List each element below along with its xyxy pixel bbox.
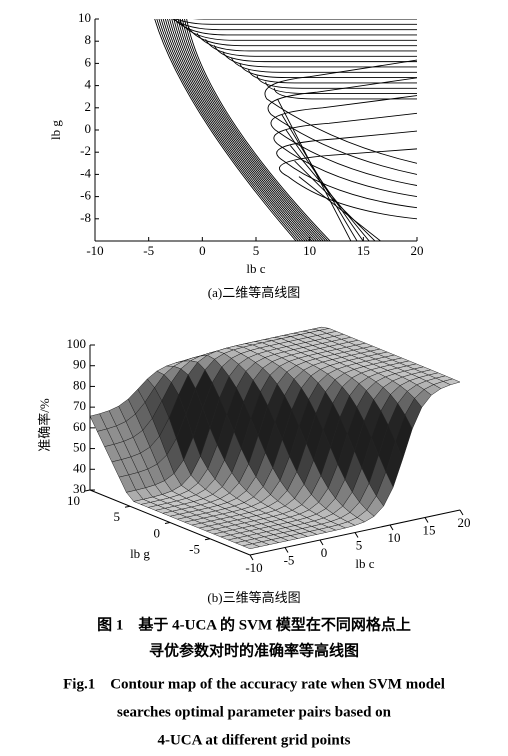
- c-tick: [249, 554, 254, 561]
- contour-line: [181, 19, 417, 241]
- contour-line: [179, 19, 417, 241]
- contour-line: [290, 145, 370, 241]
- contour-line: [285, 129, 364, 241]
- contour-line: [167, 19, 417, 241]
- caption-zh: 寻优参数对时的准确率等高线图: [149, 641, 359, 659]
- c-tick: [459, 509, 464, 516]
- contour-line: [298, 176, 382, 241]
- g-tick-label: 5: [114, 509, 121, 524]
- contour-line: [164, 19, 417, 241]
- z-tick-label: 60: [73, 419, 86, 434]
- subcaption: (a)二维等高线图: [208, 285, 300, 300]
- x-tick-label: -5: [143, 243, 154, 258]
- y-tick-label: 4: [85, 77, 92, 92]
- g-tick: [204, 538, 211, 541]
- contour-line: [184, 19, 417, 241]
- y-tick-label: 10: [78, 10, 91, 25]
- surface-facet: [241, 543, 261, 550]
- z-tick-label: 70: [73, 398, 86, 413]
- contour-line: [171, 19, 417, 241]
- x-tick-label: 15: [357, 243, 370, 258]
- c-tick: [389, 524, 394, 531]
- contour-lines: [154, 19, 417, 241]
- z-tick-label: 80: [73, 377, 86, 392]
- contour-line: [273, 112, 417, 198]
- g-tick: [124, 505, 131, 508]
- y-tick-label: -2: [80, 143, 91, 158]
- c-tick-label: -5: [284, 552, 295, 567]
- y-tick-label: 6: [85, 54, 92, 69]
- x-tick-label: 20: [411, 243, 424, 258]
- g-tick-label: -5: [189, 542, 200, 557]
- y-tick-label: 8: [85, 32, 92, 47]
- c-tick: [319, 539, 324, 546]
- y-axis-label: lb g: [48, 120, 63, 140]
- caption-en: searches optimal parameter pairs based o…: [117, 704, 392, 720]
- contour-line: [276, 130, 417, 209]
- contour-line: [158, 19, 417, 241]
- subcaption: (b)三维等高线图: [207, 590, 300, 605]
- y-tick-label: -6: [80, 188, 91, 203]
- contour-line: [270, 95, 417, 186]
- g-tick: [164, 522, 171, 524]
- y-tick-label: -4: [80, 165, 91, 180]
- c-tick-label: 10: [388, 530, 401, 545]
- contour-line: [177, 19, 417, 241]
- c-tick-label: 20: [458, 515, 471, 530]
- y-tick-label: 0: [85, 121, 92, 136]
- contour-line: [294, 160, 376, 241]
- c-tick-label: 15: [423, 522, 436, 537]
- caption-en: 4-UCA at different grid points: [157, 732, 350, 748]
- c-tick-label: -10: [245, 560, 262, 575]
- g-axis-label: lb g: [130, 546, 150, 561]
- contour-line: [154, 19, 417, 241]
- z-axis-label: 准确率/%: [37, 398, 52, 452]
- y-tick-label: -8: [80, 210, 91, 225]
- c-tick-label: 0: [321, 545, 328, 560]
- c-tick: [424, 517, 429, 523]
- contour-line: [264, 59, 417, 164]
- contour-line: [160, 19, 417, 241]
- x-axis-label: lb c: [246, 261, 265, 276]
- c-tick-label: 5: [356, 537, 363, 552]
- contour-line: [162, 19, 417, 241]
- g-tick: [84, 489, 91, 492]
- contour-line: [173, 19, 417, 241]
- z-tick-label: 90: [73, 357, 86, 372]
- x-tick-label: 10: [303, 243, 316, 258]
- z-tick-label: 40: [73, 460, 86, 475]
- contour-line: [169, 19, 417, 241]
- caption-zh: 图 1 基于 4-UCA 的 SVM 模型在不同网格点上: [97, 615, 411, 633]
- z-tick-label: 30: [73, 481, 86, 496]
- x-tick-label: -10: [86, 243, 103, 258]
- g-tick-label: 0: [154, 525, 161, 540]
- contour-line: [278, 148, 417, 220]
- surface: [89, 326, 461, 550]
- contour-line: [175, 19, 417, 241]
- z-tick-label: 100: [67, 336, 87, 351]
- c-tick: [354, 532, 359, 538]
- contour-line: [267, 77, 417, 175]
- contour-line: [156, 19, 417, 241]
- z-tick-label: 50: [73, 440, 86, 455]
- y-tick-label: 2: [85, 99, 92, 114]
- g-tick-label: 10: [67, 493, 80, 508]
- c-axis-label: lb c: [355, 556, 374, 571]
- c-tick: [284, 547, 289, 553]
- caption-en: Fig.1 Contour map of the accuracy rate w…: [63, 676, 445, 692]
- x-tick-label: 5: [253, 243, 260, 258]
- x-tick-label: 0: [199, 243, 206, 258]
